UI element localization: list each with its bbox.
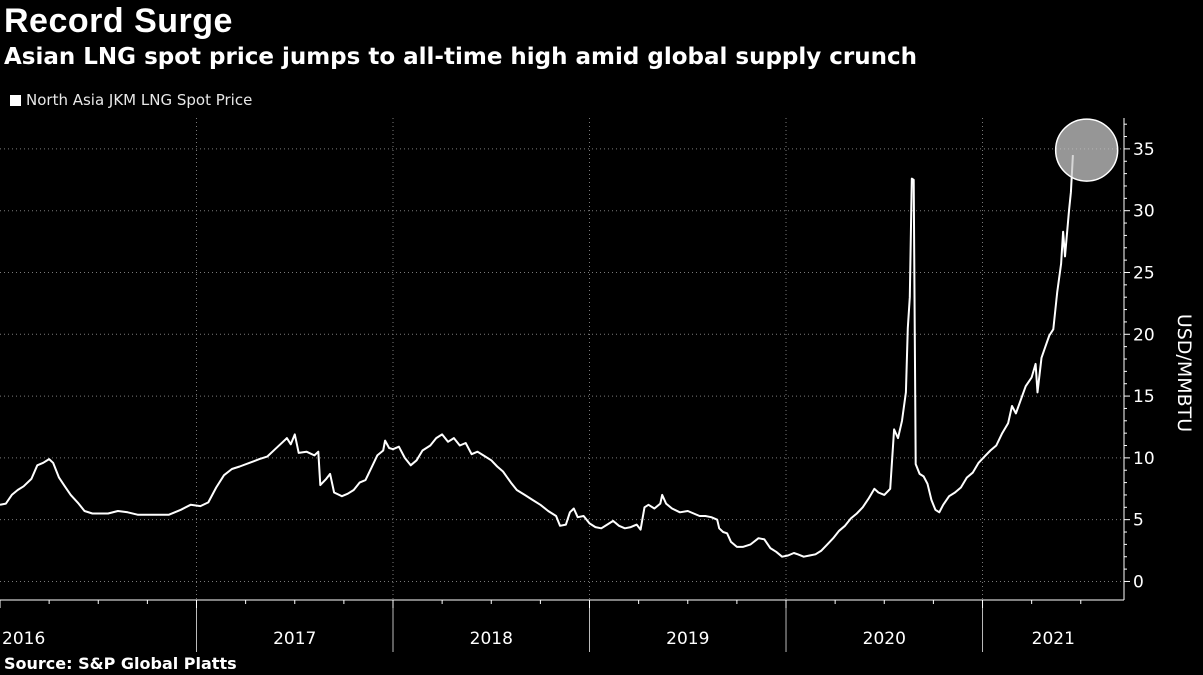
legend-label: North Asia JKM LNG Spot Price bbox=[26, 91, 253, 109]
x-tick-label-2019: 2019 bbox=[666, 629, 709, 649]
y-tick-label-25: 25 bbox=[1133, 263, 1155, 283]
y-tick-label-5: 5 bbox=[1133, 511, 1144, 531]
x-tick-label-2018: 2018 bbox=[470, 629, 513, 649]
x-tick-label-2021: 2021 bbox=[1032, 629, 1075, 649]
source-note: Source: S&P Global Platts bbox=[4, 654, 237, 673]
y-tick-label-10: 10 bbox=[1133, 449, 1155, 469]
legend: North Asia JKM LNG Spot Price bbox=[10, 91, 252, 109]
series bbox=[0, 118, 1119, 558]
y-axis-label: USD/MMBTU bbox=[1173, 314, 1195, 432]
record-high-marker bbox=[1054, 118, 1119, 182]
legend-swatch bbox=[10, 94, 21, 106]
y-tick-label-30: 30 bbox=[1133, 202, 1155, 222]
series-line-0 bbox=[0, 155, 1074, 558]
tick-labels: 0 5 10 15 20 25 30 35 2016 2017 2018 2019 2020 2021 bbox=[2, 140, 1155, 649]
y-tick-label-20: 20 bbox=[1133, 325, 1155, 345]
y-tick-label-35: 35 bbox=[1133, 140, 1155, 160]
x-tick-label-2020: 2020 bbox=[863, 629, 906, 649]
y-tick-label-15: 15 bbox=[1133, 387, 1155, 407]
axes bbox=[0, 118, 1130, 652]
grid bbox=[0, 118, 1124, 600]
chart-title: Record Surge bbox=[4, 2, 233, 40]
chart-subtitle: Asian LNG spot price jumps to all-time h… bbox=[4, 44, 918, 70]
y-tick-label-0: 0 bbox=[1133, 572, 1144, 592]
x-tick-label-2017: 2017 bbox=[273, 629, 316, 649]
x-tick-label-2016: 2016 bbox=[2, 629, 45, 649]
